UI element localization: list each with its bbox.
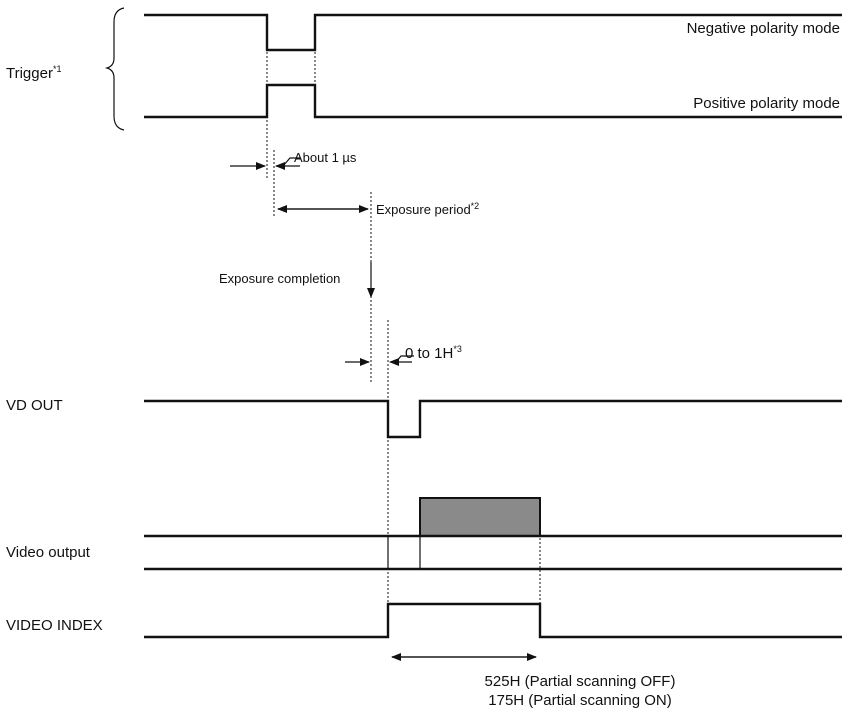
positive-polarity-label: Positive polarity mode (693, 95, 840, 112)
trigger-label: Trigger*1 (6, 64, 61, 82)
video-output-active-block (419, 497, 541, 537)
scan-on-label: 175H (Partial scanning ON) (488, 692, 671, 709)
exposure-period-label: Exposure period*2 (376, 201, 479, 217)
vd-out-label: VD OUT (6, 397, 63, 414)
about-1us-label: About 1 µs (294, 150, 357, 165)
negative-polarity-label: Negative polarity mode (687, 20, 840, 37)
scan-off-label: 525H (Partial scanning OFF) (485, 673, 676, 690)
vd-out-waveform (144, 399, 842, 439)
video-index-label: VIDEO INDEX (6, 617, 103, 634)
video-index-waveform (144, 602, 842, 639)
trigger-brace (104, 7, 125, 131)
zero-to-1h-label: 0 to 1H*3 (405, 344, 462, 362)
exposure-completion-label: Exposure completion (219, 271, 340, 286)
trigger-negative-waveform (144, 13, 842, 52)
zero-to-1h-leader (395, 355, 414, 363)
about-1us-leader (282, 157, 300, 167)
trigger-positive-waveform (144, 83, 842, 119)
video-output-label: Video output (6, 544, 91, 561)
